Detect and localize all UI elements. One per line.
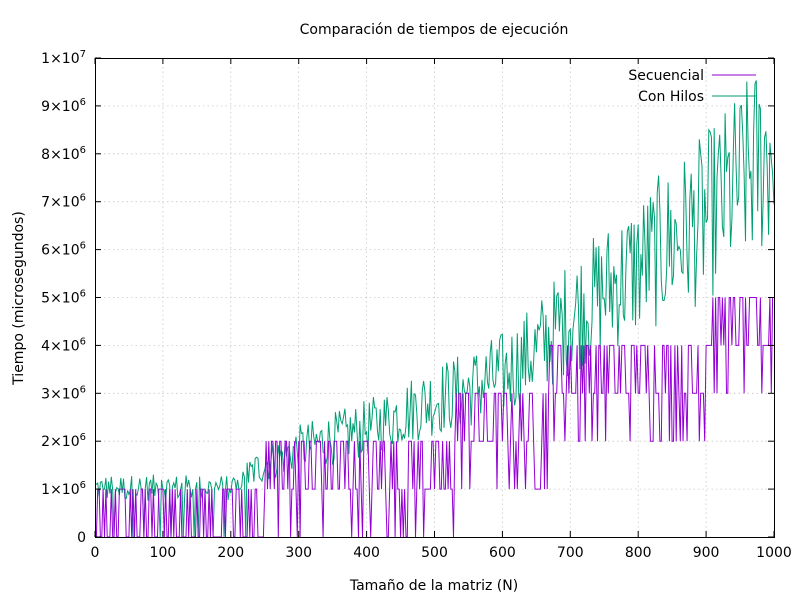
y-tick-label: 6×106 [41,241,86,259]
x-tick-label: 700 [557,545,584,561]
y-tick-label: 2×106 [41,432,86,450]
y-tick-label: 7×106 [41,193,86,211]
series-layer [94,80,775,538]
legend: Secuencial Con Hilos [628,68,756,105]
ticks [94,57,775,538]
x-tick-label: 900 [693,545,720,561]
y-tick-labels: 0 1×106 2×106 3×106 4×106 5×106 6×106 7×106 8×10… [41,49,86,546]
y-tick-label: 1×106 [41,480,86,498]
x-axis-label: Tamaño de la matriz (N) [349,578,518,594]
y-tick-label: 3×106 [41,384,86,402]
series-line-0 [95,297,774,538]
series-line-1 [94,80,775,538]
legend-label: Secuencial [628,68,704,84]
y-tick-label: 9×106 [41,97,86,115]
x-tick-label: 100 [150,545,177,561]
x-tick-label: 600 [489,545,516,561]
chart-title: Comparación de tiempos de ejecución [300,22,569,38]
grid [95,58,774,537]
y-tick-label: 8×106 [41,145,86,163]
x-tick-label: 500 [421,545,448,561]
x-tick-label: 800 [625,545,652,561]
y-tick-label: 1×107 [41,49,86,67]
x-tick-labels: 0 100 200 300 400 500 600 700 800 900 1000 [91,545,792,561]
y-tick-label: 4×106 [41,336,86,354]
x-tick-label: 1000 [756,545,792,561]
x-tick-label: 200 [217,545,244,561]
x-tick-label: 400 [353,545,380,561]
legend-label: Con Hilos [638,89,704,105]
x-tick-label: 0 [91,545,100,561]
y-axis-label: Tiempo (microsegundos) [11,211,27,386]
x-tick-label: 300 [285,545,312,561]
y-tick-label: 0 [77,530,86,546]
y-tick-label: 5×106 [41,289,86,307]
